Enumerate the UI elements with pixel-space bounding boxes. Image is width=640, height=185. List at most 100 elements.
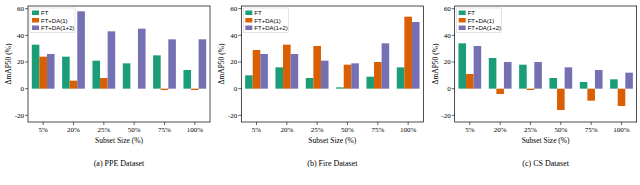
y-tick [452,62,455,63]
bar [123,63,131,88]
bar [625,73,633,89]
bar [313,46,321,89]
bar [130,88,138,89]
legend-label: FT+DA(1) [254,18,281,24]
bar [306,78,314,89]
x-tick-label: 25% [311,126,324,134]
bar [70,81,78,89]
y-tick-label: -20 [441,112,451,120]
legend-swatch [245,18,252,23]
x-tick [469,122,470,125]
bar [412,22,420,89]
y-tick [452,88,455,89]
y-tick-label: 40 [230,32,238,40]
x-tick [408,122,409,125]
legend-label: FT+DA(1) [41,18,68,24]
x-tick [317,122,318,125]
x-axis-label: Subset Size (%) [308,136,356,145]
y-tick-label: 20 [230,58,238,66]
y-tick-label: 40 [444,32,452,40]
y-tick [25,35,28,36]
bar [458,43,466,88]
bar [245,75,253,88]
y-tick [238,62,241,63]
y-tick-label: 20 [444,58,452,66]
bar [496,89,504,94]
y-tick [238,115,241,116]
y-tick [452,8,455,9]
y-tick-label: -20 [228,112,238,120]
panel-title: (c) CS Dataset [522,159,569,168]
bar [397,67,405,88]
bar [153,55,161,88]
bar [191,89,199,90]
x-tick-label: 50% [128,126,141,134]
y-tick-label: 20 [17,58,25,66]
legend-swatch [32,18,39,23]
bar [519,65,527,89]
x-tick [286,122,287,125]
y-tick [25,62,28,63]
bar [183,70,191,89]
legend-swatch [32,11,39,16]
legend-swatch [32,26,39,31]
y-tick [452,115,455,116]
legend-swatch [459,18,466,23]
bar [39,57,47,89]
bar [253,50,261,89]
plot-frame [455,6,637,122]
bar [275,67,283,88]
bar [283,45,291,89]
y-tick [25,88,28,89]
bar [260,54,268,89]
y-axis-label: ΔmAP50 (%) [4,43,13,84]
x-tick-label: 50% [554,126,567,134]
bar [161,89,169,90]
figure: -2002040605%20%25%50%75%100%Subset Size … [0,0,640,185]
x-tick [43,122,44,125]
legend-box [457,8,502,33]
x-axis-label: Subset Size (%) [95,136,143,145]
y-tick-label: -20 [15,112,25,120]
y-axis-label: ΔmAP50 (%) [217,43,226,84]
panel: -2002040605%20%25%50%75%100%Subset Size … [217,5,423,168]
x-tick-label: 5% [38,126,48,134]
x-tick [377,122,378,125]
x-tick-label: 100% [400,126,417,134]
x-tick-label: 20% [280,126,293,134]
legend-label: FT+DA(1+2) [468,25,501,31]
bars [245,17,419,89]
x-axis-label: Subset Size (%) [522,136,570,145]
bar [527,89,535,90]
bar [504,62,512,89]
bar [32,45,40,89]
y-tick-label: 0 [21,85,25,93]
x-tick [103,122,104,125]
bar [565,67,573,88]
legend-label: FT [41,10,49,16]
legend-box [30,8,75,33]
x-tick-label: 75% [371,126,384,134]
bar [587,89,595,101]
x-tick [194,122,195,125]
panel: -2002040605%20%25%50%75%100%Subset Size … [4,5,210,168]
bar [374,62,382,89]
bar [47,54,55,89]
legend: FTFT+DA(1)FT+DA(1+2) [243,8,288,33]
x-tick-label: 75% [158,126,171,134]
x-tick [164,122,165,125]
legend-label: FT+DA(1+2) [41,25,74,31]
panel-title: (b) Fire Dataset [307,159,358,168]
y-tick-label: 0 [234,85,238,93]
bar [291,54,299,89]
bar [618,89,626,106]
bar [77,11,85,88]
x-tick-label: 25% [524,126,537,134]
plot-frame [28,6,210,122]
panel-title: (a) PPE Dataset [94,159,145,168]
x-tick [621,122,622,125]
x-tick-label: 5% [252,126,262,134]
bar [366,77,374,89]
bar [138,29,146,89]
bar [62,57,70,89]
